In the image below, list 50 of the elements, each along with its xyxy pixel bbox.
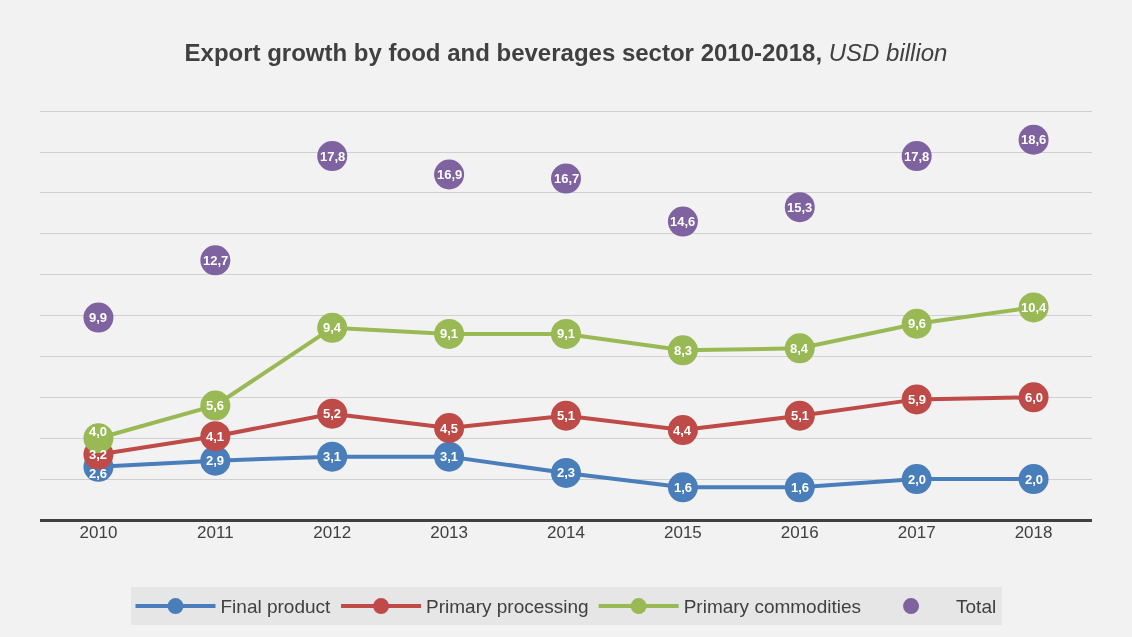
data-label: 9,6 xyxy=(908,316,927,331)
data-label: 5,9 xyxy=(908,392,927,407)
data-label: 9,9 xyxy=(89,310,108,325)
data-label: 1,6 xyxy=(791,480,810,495)
data-label: 2,0 xyxy=(908,472,927,487)
data-label: 4,4 xyxy=(673,423,692,438)
data-label: 17,8 xyxy=(320,149,346,164)
legend-label: Total xyxy=(956,596,997,618)
data-label: 1,6 xyxy=(674,480,693,495)
data-label: 18,6 xyxy=(1021,132,1047,147)
data-label: 5,2 xyxy=(323,406,342,421)
x-tick-label: 2016 xyxy=(780,523,819,542)
legend-label: Primary processing xyxy=(426,596,589,618)
data-label: 5,1 xyxy=(557,408,576,423)
x-tick-label: 2015 xyxy=(663,523,702,542)
data-label: 17,8 xyxy=(904,149,930,164)
data-label: 5,6 xyxy=(206,398,225,413)
data-label: 9,1 xyxy=(440,326,459,341)
data-label: 5,1 xyxy=(791,408,810,423)
data-label: 3,1 xyxy=(440,449,459,464)
data-label: 15,3 xyxy=(787,200,813,215)
data-label: 2,3 xyxy=(557,465,576,480)
x-tick-label: 2018 xyxy=(1014,523,1053,542)
data-label: 14,6 xyxy=(670,214,696,229)
data-label: 12,7 xyxy=(203,253,229,268)
data-label: 16,7 xyxy=(554,171,580,186)
data-label: 16,9 xyxy=(437,167,463,182)
chart-subtitle: USD billion xyxy=(828,39,948,67)
data-label: 2,0 xyxy=(1025,472,1044,487)
data-label: 10,4 xyxy=(1021,300,1048,315)
data-label: 9,4 xyxy=(323,320,342,335)
data-label: 2,6 xyxy=(89,466,108,481)
x-tick-label: 2013 xyxy=(430,523,469,542)
legend-label: Primary commodities xyxy=(683,596,862,618)
x-tick-label: 2012 xyxy=(313,523,352,542)
x-tick-label: 2011 xyxy=(197,523,234,542)
data-label: 8,3 xyxy=(674,343,693,358)
x-tick-label: 2014 xyxy=(547,523,585,542)
chart-title: Export growth by food and beverages sector 2010-2018, xyxy=(184,39,823,67)
legend-label: Final product xyxy=(220,596,332,618)
data-label: 3,1 xyxy=(323,449,342,464)
x-tick-label: 2010 xyxy=(79,523,118,542)
data-label: 4,0 xyxy=(89,424,108,439)
data-label: 4,5 xyxy=(440,421,459,436)
x-tick-label: 2017 xyxy=(897,523,936,542)
data-label: 9,1 xyxy=(557,326,576,341)
data-label: 8,4 xyxy=(790,341,809,356)
data-label: 4,1 xyxy=(206,429,225,444)
data-label: 6,0 xyxy=(1025,390,1044,405)
data-label: 2,9 xyxy=(206,453,225,468)
